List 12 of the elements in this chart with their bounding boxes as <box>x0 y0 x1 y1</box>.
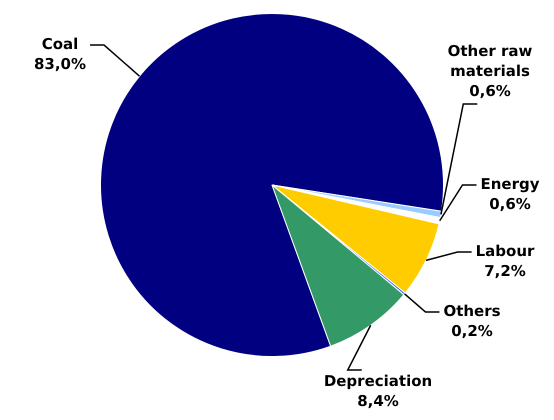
slice-label: Labour <box>476 242 535 260</box>
slice-label: Energy <box>480 174 540 193</box>
data-label: 8,4% <box>357 392 399 410</box>
slice-label: Coal <box>42 34 78 53</box>
data-label: 0,2% <box>451 322 493 340</box>
slice-label: Others <box>443 302 501 320</box>
data-label: 0,6% <box>469 82 511 100</box>
data-label: 0,6% <box>489 194 531 213</box>
slice-label: Other raw materials <box>448 42 533 80</box>
slice-label: Depreciation <box>324 372 432 390</box>
data-label: 83,0% <box>34 54 86 73</box>
data-label: 7,2% <box>484 262 526 280</box>
